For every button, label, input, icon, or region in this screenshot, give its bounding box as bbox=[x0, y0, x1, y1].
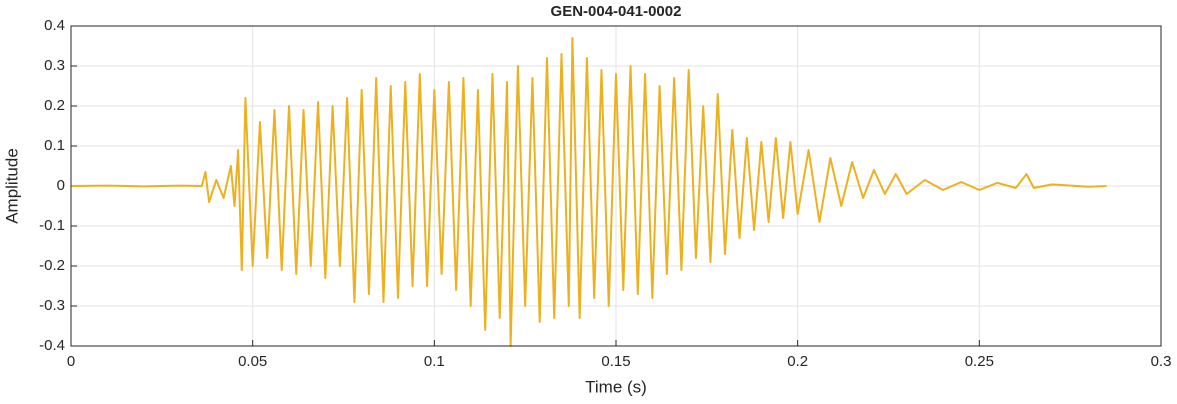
axes-box bbox=[70, 25, 1162, 347]
y-tick-label: 0.1 bbox=[44, 137, 65, 154]
x-tick-label: 0.2 bbox=[787, 353, 808, 370]
x-tick-label: 0.1 bbox=[424, 353, 445, 370]
y-tick-label: -0.3 bbox=[39, 297, 65, 314]
y-tick-label: 0.2 bbox=[44, 97, 65, 114]
x-tick-label: 0 bbox=[67, 353, 75, 370]
x-tick-label: 0.25 bbox=[965, 353, 994, 370]
y-axis-label: Amplitude bbox=[2, 148, 21, 224]
y-tick-label: -0.4 bbox=[39, 337, 65, 354]
y-tick-label: 0 bbox=[57, 177, 65, 194]
x-tick-label: 0.15 bbox=[601, 353, 630, 370]
y-tick-label: -0.1 bbox=[39, 217, 65, 234]
x-axis-label: Time (s) bbox=[585, 377, 647, 396]
waveform-line bbox=[70, 37, 1107, 347]
y-tick-label: 0.3 bbox=[44, 57, 65, 74]
y-tick-label: -0.2 bbox=[39, 257, 65, 274]
x-tick-label: 0.05 bbox=[238, 353, 267, 370]
chart-title: GEN-004-041-0002 bbox=[551, 3, 682, 20]
y-tick-label: 0.4 bbox=[44, 17, 65, 34]
x-tick-label: 0.3 bbox=[1151, 353, 1172, 370]
